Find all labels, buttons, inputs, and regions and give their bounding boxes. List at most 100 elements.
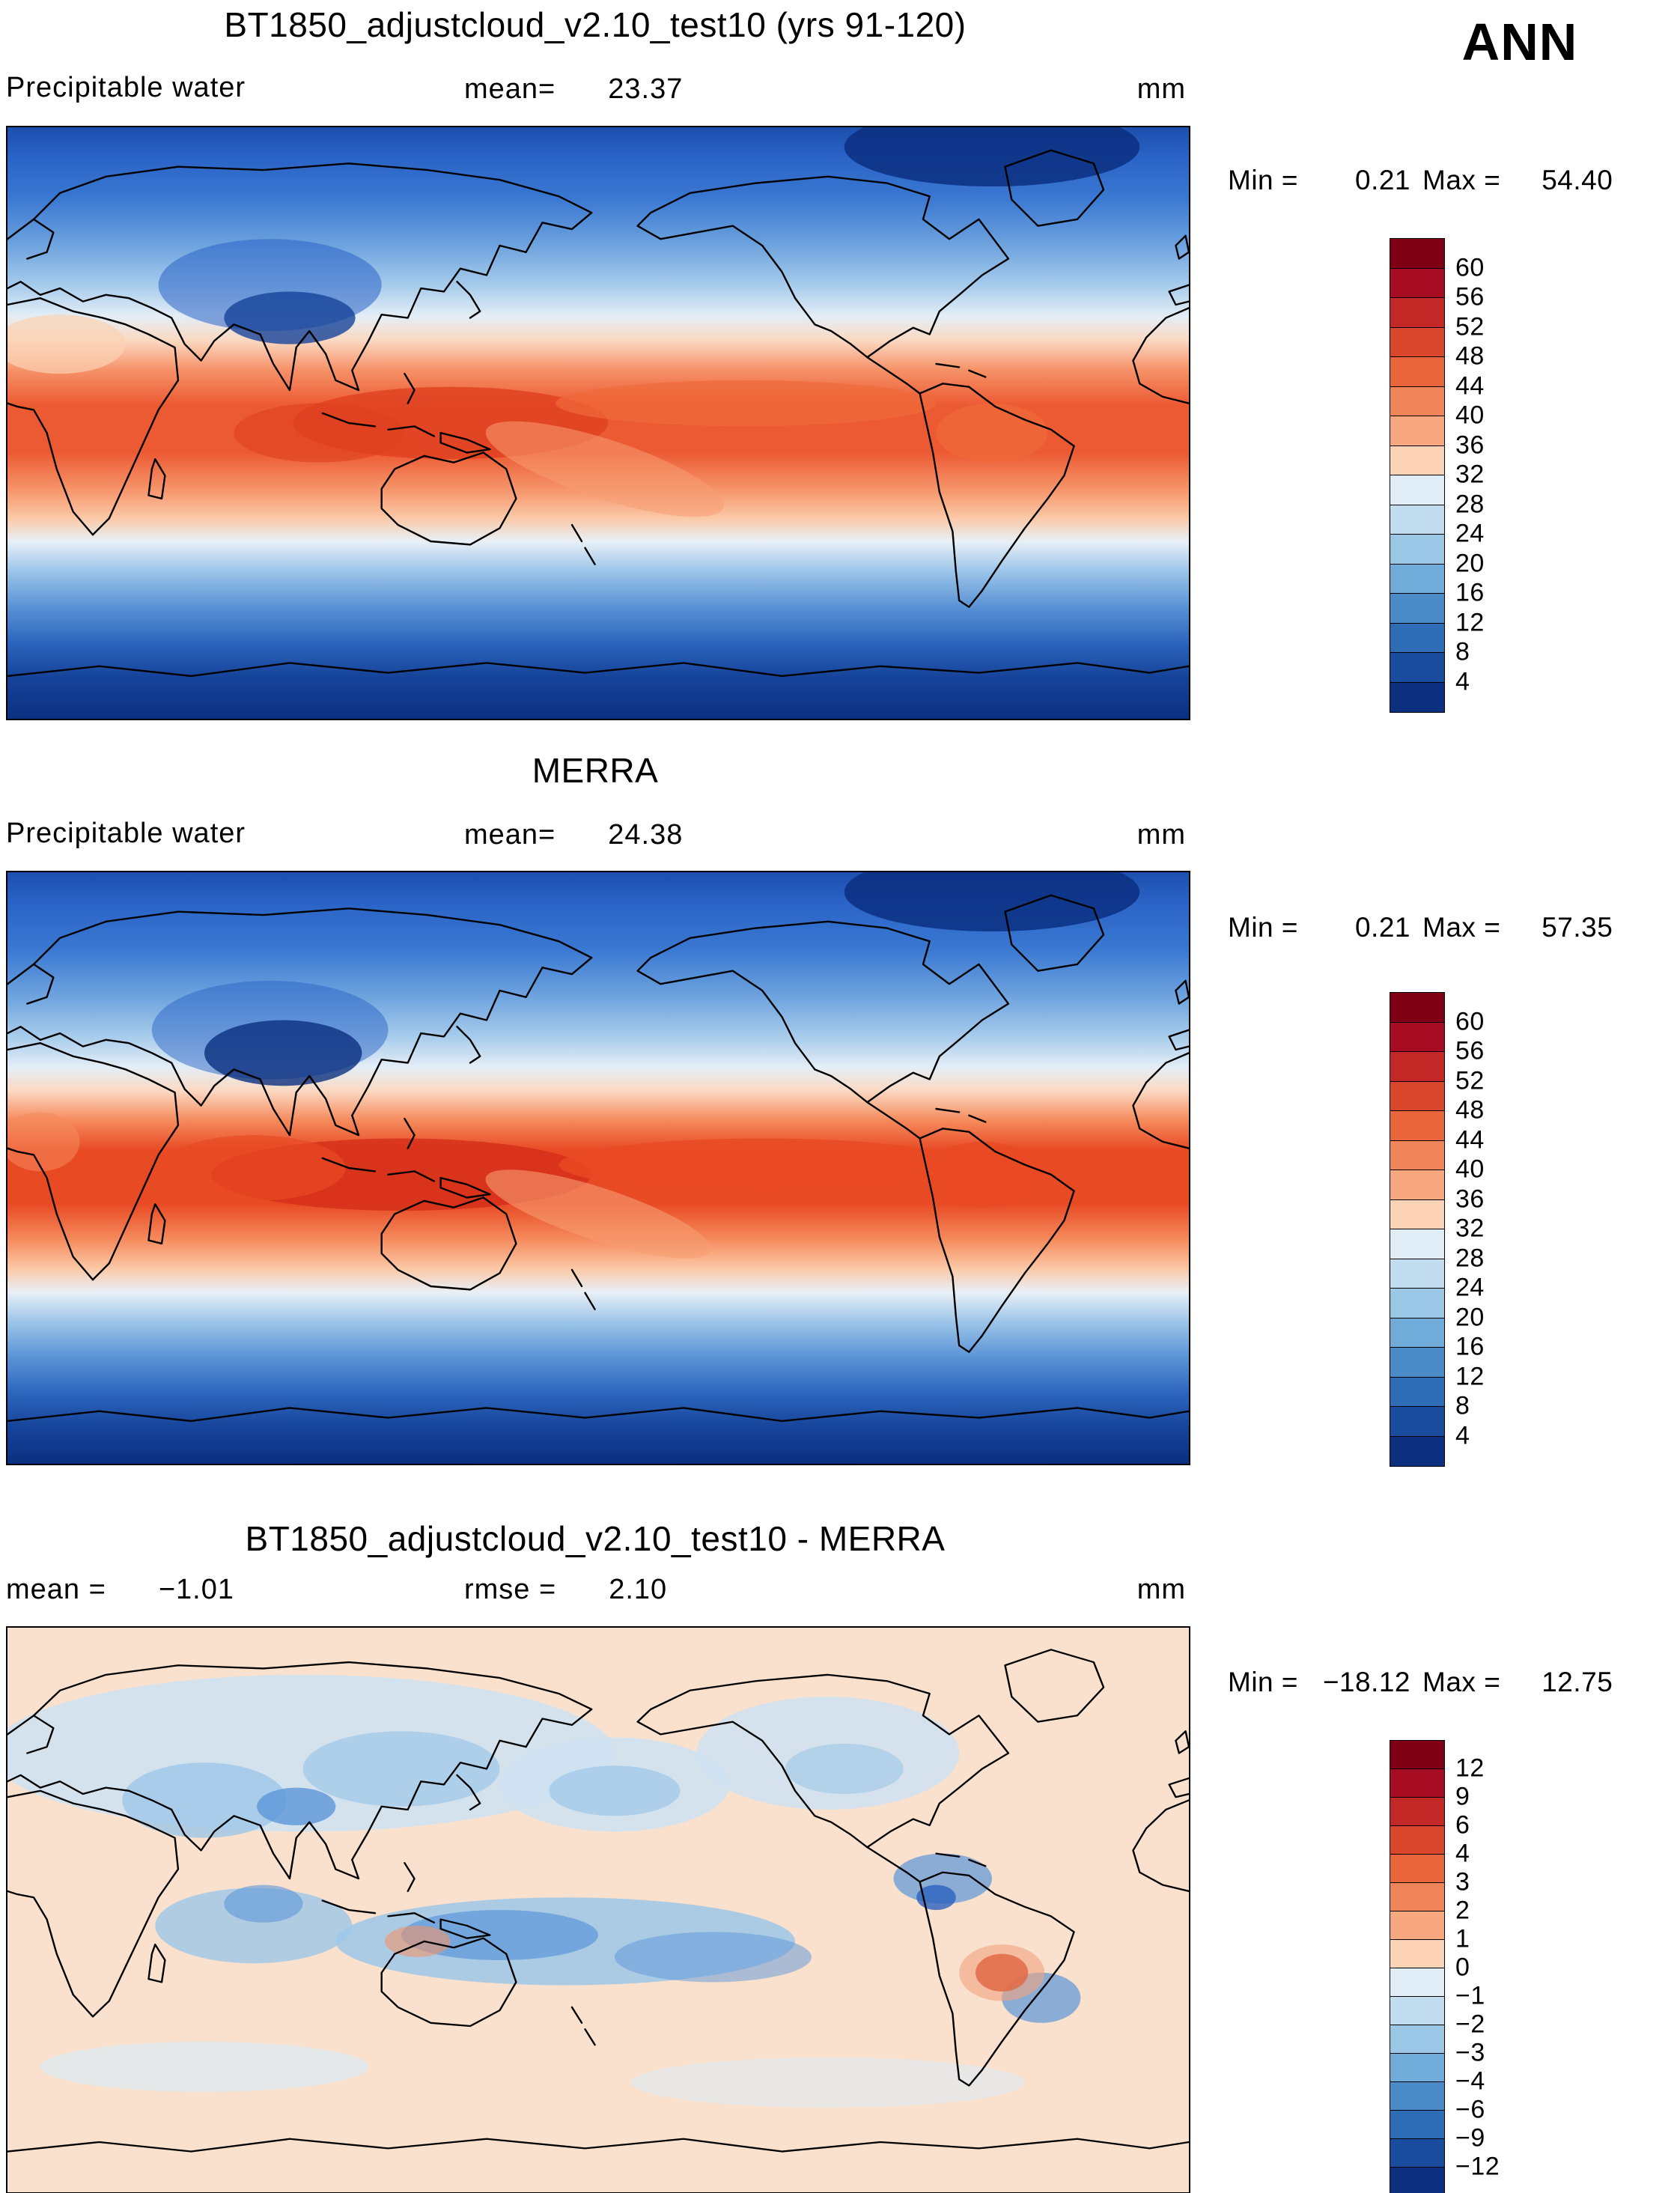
season-label: ANN <box>1461 13 1578 71</box>
colorbar-tick-label: −3 <box>1455 2038 1485 2067</box>
panel2-colorbar: 60 56 52 48 44 40 36 32 28 24 20 16 12 8 4 <box>1390 992 1569 1467</box>
colorbar-tick-label: 60 <box>1455 1007 1485 1035</box>
colorbar-tick-label: 20 <box>1455 1303 1485 1331</box>
colorbar-cell <box>1390 1318 1444 1348</box>
colorbar-tick-label: 32 <box>1455 460 1485 489</box>
colorbar-tick-label: 48 <box>1455 1095 1485 1125</box>
colorbar-cell <box>1390 357 1444 387</box>
panel1-min-label: Min = <box>1228 165 1299 195</box>
panel2-min-label: Min = <box>1228 912 1299 943</box>
colorbar-tick-label: 1 <box>1455 1924 1470 1953</box>
difference-map <box>7 1628 1189 2192</box>
panel2-max-value: 57.35 <box>1541 912 1613 943</box>
colorbar-cell <box>1390 2025 1444 2054</box>
colorbar-tick-label: −6 <box>1455 2095 1485 2124</box>
panel2-mean-label: mean= <box>464 819 556 851</box>
colorbar-tick-label: 8 <box>1455 1391 1470 1420</box>
colorbar-cell <box>1390 505 1444 535</box>
colorbar-cell <box>1390 1259 1444 1289</box>
colorbar-tick-label: 44 <box>1455 1125 1485 1154</box>
colorbar-cell <box>1390 239 1444 269</box>
colorbar-tick-label: 6 <box>1455 1810 1470 1840</box>
colorbar-tick-label: 56 <box>1455 282 1485 311</box>
panel1-map <box>6 126 1190 720</box>
colorbar-tick-label: 52 <box>1455 312 1485 341</box>
panel3-mean: mean = −1.01 <box>6 1574 234 1606</box>
colorbar-cell <box>1390 1997 1444 2025</box>
panel2-map <box>6 871 1190 1465</box>
colorbar-cell <box>1390 594 1444 624</box>
colorbar-tick-label: 28 <box>1455 490 1485 518</box>
panel3-min-label: Min = <box>1228 1667 1299 1697</box>
panel2-max-label: Max = <box>1422 912 1501 943</box>
colorbar-tick-label: 0 <box>1455 1953 1470 1982</box>
colorbar-tick-label: 44 <box>1455 371 1485 400</box>
colorbar-tick-label: 36 <box>1455 431 1485 459</box>
colorbar-cell <box>1390 1407 1444 1437</box>
colorbar-cell <box>1390 1140 1444 1170</box>
colorbar-cell <box>1390 1170 1444 1200</box>
panel3-max-label: Max = <box>1422 1667 1501 1697</box>
colorbar-cell <box>1390 2139 1444 2168</box>
panel1-title: BT1850_adjustcloud_v2.10_test10 (yrs 91-… <box>224 5 967 44</box>
colorbar-cell <box>1390 2082 1444 2111</box>
panel2-mean: mean= 24.38 <box>464 819 683 851</box>
panel3-minmax: Min = −18.12 Max = 12.75 <box>1228 1667 1613 1698</box>
colorbar-cell <box>1390 2168 1444 2193</box>
colorbar-cell <box>1390 1377 1444 1407</box>
panel1-max-value: 54.40 <box>1541 165 1613 195</box>
colorbar-cell <box>1390 1436 1444 1466</box>
colorbar-tick-label: 4 <box>1455 1421 1470 1450</box>
colorbar-cell <box>1390 1855 1444 1883</box>
colorbar-cell <box>1390 1826 1444 1855</box>
colorbar-cell <box>1390 1968 1444 1997</box>
panel1-max-label: Max = <box>1422 165 1501 195</box>
colorbar-cell <box>1390 1741 1444 1769</box>
colorbar-cell <box>1390 327 1444 357</box>
model-precipitable-water-map <box>7 127 1189 719</box>
colorbar-tick-label: 40 <box>1455 1155 1485 1184</box>
panel3-mean-label: mean = <box>6 1574 106 1605</box>
colorbar-cell <box>1390 623 1444 653</box>
panel1-colorbar: 60 56 52 48 44 40 36 32 28 24 20 16 12 8 4 <box>1390 238 1569 713</box>
panel1-field-label: Precipitable water <box>6 72 246 103</box>
colorbar-tick-label: 8 <box>1455 637 1470 666</box>
panel1-mean: mean= 23.37 <box>464 73 683 106</box>
colorbar-tick-label: 4 <box>1455 1839 1470 1868</box>
panel3-map <box>6 1626 1190 2193</box>
colorbar-ticks: 12 9 6 4 3 2 1 0 −1 −2 −3 −4 −6 −9 −12 <box>1455 1740 1568 2193</box>
colorbar-tick-label: −2 <box>1455 2010 1485 2039</box>
colorbar-cell <box>1390 1883 1444 1911</box>
colorbar-tick-label: 24 <box>1455 1273 1485 1302</box>
panel1-units: mm <box>1136 73 1186 105</box>
colorbar-cell <box>1390 1111 1444 1141</box>
colorbar-cell <box>1390 386 1444 416</box>
colorbar-cell <box>1390 1052 1444 1082</box>
colorbar-cell <box>1390 1229 1444 1259</box>
colorbar-cell <box>1390 1911 1444 1940</box>
colorbar-tick-label: −12 <box>1455 2152 1500 2181</box>
colorbar-tick-label: −4 <box>1455 2066 1485 2096</box>
colorbar-cell <box>1390 1769 1444 1798</box>
colorbar-cells <box>1390 238 1445 713</box>
colorbar-tick-label: 20 <box>1455 549 1485 577</box>
colorbar-tick-label: −1 <box>1455 1981 1485 2010</box>
colorbar-cell <box>1390 1798 1444 1826</box>
colorbar-tick-label: 2 <box>1455 1896 1470 1925</box>
colorbar-cell <box>1390 416 1444 446</box>
colorbar-ticks: 60 56 52 48 44 40 36 32 28 24 20 16 12 8 4 <box>1455 992 1568 1467</box>
colorbar-tick-label: 32 <box>1455 1214 1485 1243</box>
panel3-colorbar: 12 9 6 4 3 2 1 0 −1 −2 −3 −4 −6 −9 −12 <box>1390 1740 1569 2193</box>
colorbar-tick-label: 9 <box>1455 1782 1470 1811</box>
colorbar-tick-label: 16 <box>1455 1332 1485 1361</box>
colorbar-tick-label: 3 <box>1455 1867 1470 1897</box>
colorbar-cells <box>1390 992 1445 1467</box>
colorbar-tick-label: 12 <box>1455 1754 1485 1783</box>
panel2-title: MERRA <box>532 751 659 790</box>
colorbar-cell <box>1390 2054 1444 2082</box>
colorbar-cell <box>1390 1022 1444 1052</box>
panel3-rmse-label: rmse = <box>464 1574 557 1605</box>
panel3-rmse: rmse = 2.10 <box>464 1574 667 1606</box>
panel3-max-value: 12.75 <box>1541 1667 1613 1697</box>
colorbar-cell <box>1390 298 1444 328</box>
